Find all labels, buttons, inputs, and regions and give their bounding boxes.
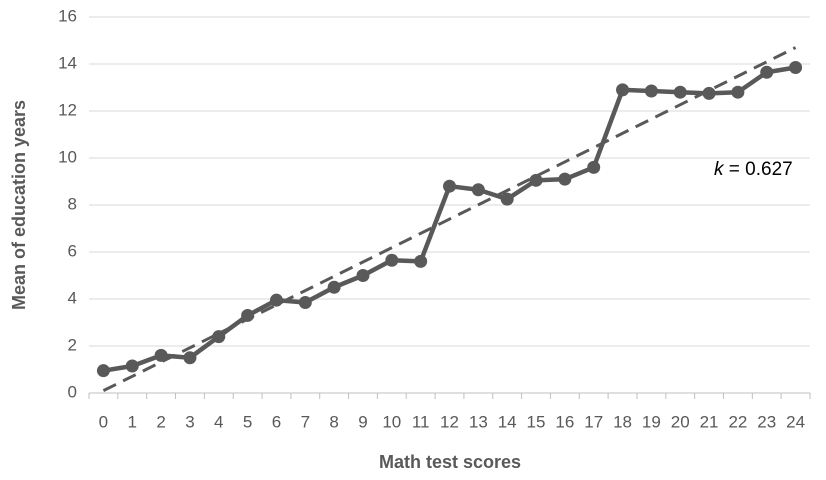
x-tick-label: 17 (584, 412, 603, 431)
annotation-text: = 0.627 (724, 159, 793, 180)
data-point (212, 330, 226, 344)
trendline (102, 46, 797, 392)
x-tick-label: 2 (156, 412, 165, 431)
x-tick-label: 16 (555, 412, 574, 431)
data-point (789, 61, 803, 75)
data-point (731, 85, 745, 99)
data-point (760, 65, 774, 79)
x-tick-label: 15 (527, 412, 546, 431)
x-tick-label: 4 (214, 412, 223, 431)
data-point (443, 179, 456, 193)
data-point (471, 183, 485, 197)
y-tick-label: 8 (68, 194, 77, 213)
data-point (414, 254, 428, 268)
x-axis-title: Math test scores (379, 452, 521, 472)
data-point (644, 84, 658, 98)
x-tick-label: 20 (671, 412, 690, 431)
data-point (385, 253, 399, 267)
y-tick-label: 10 (58, 147, 77, 166)
x-tick-label: 10 (382, 412, 401, 431)
data-point (241, 308, 255, 322)
y-tick-label: 16 (58, 6, 77, 25)
data-point (616, 83, 630, 97)
data-point (125, 359, 139, 373)
y-tick-label: 2 (68, 335, 77, 354)
data-point (356, 269, 370, 282)
x-tick-label: 22 (728, 412, 747, 431)
x-tick-label: 7 (301, 412, 310, 431)
y-tick-label: 12 (58, 100, 77, 119)
x-tick-label: 23 (757, 412, 776, 431)
y-tick-label: 14 (58, 53, 77, 72)
data-point (702, 86, 716, 100)
x-tick-label: 18 (613, 412, 632, 431)
y-tick-label: 6 (68, 241, 77, 260)
y-axis-title: Mean of education years (9, 100, 29, 310)
x-tick-label: 9 (358, 412, 367, 431)
data-point (183, 351, 197, 365)
data-point (673, 85, 687, 99)
x-tick-label: 21 (700, 412, 719, 431)
data-point (327, 280, 341, 294)
x-tick-label: 11 (412, 412, 430, 431)
data-point (269, 293, 283, 307)
data-point (154, 348, 168, 362)
x-tick-label: 14 (498, 412, 517, 431)
data-point (96, 364, 110, 378)
data-point (500, 192, 514, 206)
data-point (587, 160, 601, 174)
data-point (558, 172, 572, 186)
annotation-symbol: k (714, 159, 725, 180)
annotation: k = 0.627 (714, 159, 793, 180)
x-tick-label: 3 (185, 412, 194, 431)
data-point (298, 296, 312, 310)
y-tick-label: 4 (68, 288, 77, 307)
x-tick-label: 24 (786, 412, 805, 431)
x-tick-label: 13 (469, 412, 488, 431)
x-tick-label: 0 (99, 412, 108, 431)
x-tick-label: 8 (329, 412, 338, 431)
x-tick-label: 5 (243, 412, 252, 431)
x-tick-label: 19 (642, 412, 661, 431)
data-point (529, 173, 543, 187)
x-tick-label: 1 (128, 412, 137, 431)
x-tick-label: 12 (440, 412, 459, 431)
y-tick-label: 0 (68, 382, 77, 401)
x-tick-label: 6 (272, 412, 281, 431)
